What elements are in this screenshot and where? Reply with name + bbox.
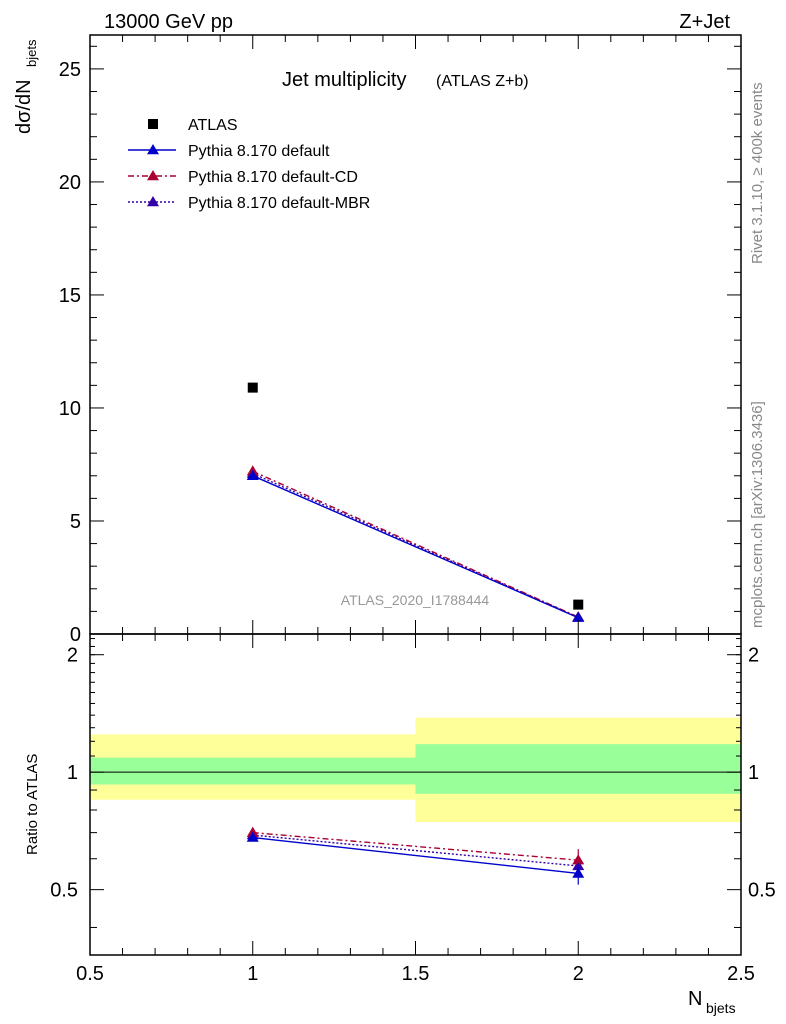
legend-marker-atlas [148, 119, 158, 129]
chart-title: Jet multiplicity [282, 69, 406, 91]
ratio-point-pythia-8-170-default-0 [246, 831, 259, 842]
ratio-line-pythia-8-170-default-cd [252, 831, 579, 861]
x-axis-label-main: N [688, 988, 702, 1010]
series-line-pythia-8-170-default [252, 475, 579, 619]
ratio-line-pythia-8-170-default-mbr [252, 834, 579, 867]
x-tick-label: 2 [573, 963, 584, 985]
ratio-point-pythia-8-170-default-cd-1 [572, 854, 585, 865]
y-tick-label: 25 [59, 59, 81, 81]
y-axis-label-main: dσ/dN [13, 79, 35, 134]
chart-subtitle: (ATLAS Z+b) [436, 73, 529, 90]
y-tick-label: 0 [70, 624, 81, 646]
legend-entry-pythia-8-170-default-mbr: Pythia 8.170 default-MBR [128, 195, 370, 212]
y-axis-label: dσ/dN bjets [13, 39, 39, 134]
data-point-pythia-8-170-default-1 [572, 611, 585, 622]
x-axis-label-sub: bjets [706, 1000, 736, 1016]
rivet-label: Rivet 3.1.10, ≥ 400k events [749, 82, 766, 264]
data-point-pythia-8-170-default-0 [246, 469, 259, 480]
legend-marker-pythia-8-170-default-cd [147, 170, 159, 181]
y-tick-label: 20 [59, 172, 81, 194]
main-panel-data [246, 382, 585, 622]
ratio-uncertainty-bands [90, 717, 741, 823]
data-point-atlas-1 [573, 599, 584, 610]
ratio-y-tick-label-right: 2 [748, 645, 759, 667]
ratio-point-pythia-8-170-default-1 [572, 867, 585, 878]
ratio-y-tick-label-right: 0.5 [748, 880, 776, 902]
legend-label-pythia-8-170-default: Pythia 8.170 default [188, 143, 330, 160]
y-axis-label-sub: bjets [24, 39, 39, 67]
ratio-y-tick-label: 2 [67, 645, 78, 667]
ratio-band-inner-0 [90, 757, 416, 785]
x-tick-label: 1 [247, 963, 258, 985]
ratio-panel-data [246, 826, 585, 885]
legend-entry-pythia-8-170-default: Pythia 8.170 default [128, 143, 330, 160]
legend-label-pythia-8-170-default-mbr: Pythia 8.170 default-MBR [188, 195, 370, 212]
ratio-y-tick-label: 0.5 [50, 880, 78, 902]
ratio-line-pythia-8-170-default [252, 836, 579, 875]
y-tick-label: 5 [70, 511, 81, 533]
mcplots-label: mcplots.cern.ch [arXiv:1306.3436] [749, 401, 766, 628]
analysis-watermark: ATLAS_2020_I1788444 [341, 592, 490, 608]
x-tick-label: 0.5 [76, 963, 104, 985]
ratio-y-tick-label-right: 1 [748, 762, 759, 784]
header-right: Z+Jet [679, 11, 730, 33]
y-tick-label: 15 [59, 285, 81, 307]
x-axis-label: N bjets [688, 988, 736, 1016]
legend-entry-atlas: ATLAS [148, 117, 238, 134]
y-tick-label: 10 [59, 398, 81, 420]
data-point-atlas-0 [247, 382, 258, 393]
axes: 0.5 1 1.5 2 2.5 0 5 10 15 20 25 0.5 0.5 1 1 2 2 [50, 34, 776, 985]
legend-label-atlas: ATLAS [188, 117, 238, 134]
x-tick-label: 2.5 [727, 963, 755, 985]
ratio-band-inner-1 [415, 744, 741, 794]
legend-marker-pythia-8-170-default [147, 144, 159, 155]
ratio-y-tick-label: 1 [67, 762, 78, 784]
legend: ATLAS Pythia 8.170 default Pythia 8.170 de… [128, 117, 370, 212]
legend-marker-pythia-8-170-default-mbr [147, 196, 159, 207]
ratio-y-label: Ratio to ATLAS [24, 754, 41, 855]
series-line-pythia-8-170-default-cd [252, 470, 579, 618]
header-left: 13000 GeV pp [104, 11, 233, 33]
legend-entry-pythia-8-170-default-cd: Pythia 8.170 default-CD [128, 169, 358, 186]
legend-label-pythia-8-170-default-cd: Pythia 8.170 default-CD [188, 169, 358, 186]
x-tick-label: 1.5 [402, 963, 430, 985]
